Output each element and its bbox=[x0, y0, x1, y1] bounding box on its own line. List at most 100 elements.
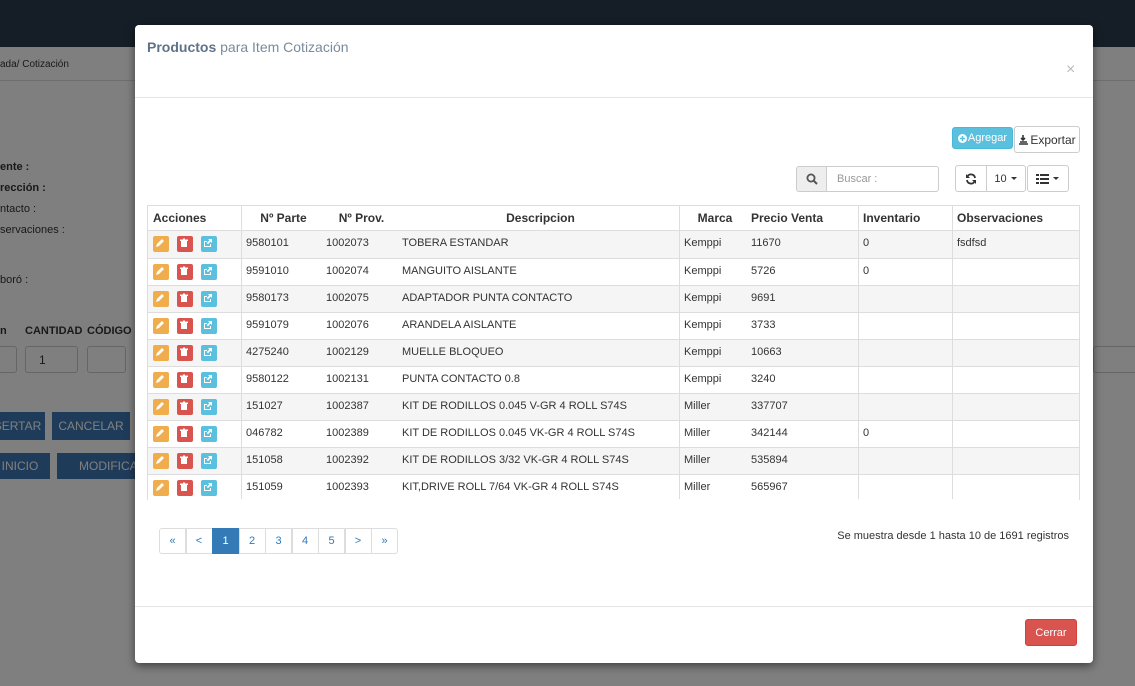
column-header: Acciones bbox=[148, 206, 241, 231]
title-rest: para Item Cotización bbox=[220, 39, 348, 55]
edit-button[interactable] bbox=[153, 264, 169, 280]
icon bbox=[177, 318, 193, 334]
select-button[interactable] bbox=[201, 236, 217, 252]
edit-button[interactable] bbox=[153, 345, 169, 361]
page-link[interactable]: < bbox=[186, 528, 213, 554]
label: Exportar bbox=[1030, 133, 1075, 147]
page-link[interactable]: 5 bbox=[318, 528, 345, 554]
export-button[interactable]: Exportar bbox=[1014, 126, 1080, 153]
table-cell: KIT,DRIVE ROLL 7/64 VK-GR 4 ROLL S74S bbox=[397, 474, 679, 501]
table-cell: KIT DE RODILLOS 3/32 VK-GR 4 ROLL S74S bbox=[397, 447, 679, 474]
edit-button[interactable] bbox=[153, 372, 169, 388]
select-button[interactable] bbox=[201, 426, 217, 442]
delete-button[interactable] bbox=[177, 372, 193, 388]
table-cell: 1002074 bbox=[321, 258, 397, 285]
select-button[interactable] bbox=[201, 399, 217, 415]
modal-title: Productos para Item Cotización bbox=[147, 39, 349, 55]
delete-button[interactable] bbox=[177, 426, 193, 442]
column-header: Precio Venta bbox=[746, 206, 858, 231]
search-addon bbox=[796, 166, 827, 192]
column-border bbox=[679, 206, 680, 499]
page-link[interactable]: > bbox=[345, 528, 372, 554]
select-button[interactable] bbox=[201, 372, 217, 388]
table-row: 95801011002073TOBERA ESTANDARKemppi11670… bbox=[148, 231, 1079, 258]
table-cell: 5726 bbox=[746, 258, 858, 285]
select-button[interactable] bbox=[201, 318, 217, 334]
edit-button[interactable] bbox=[153, 318, 169, 334]
icon bbox=[177, 480, 193, 496]
table-cell: 3733 bbox=[746, 312, 858, 339]
table-cell: 1002075 bbox=[321, 285, 397, 312]
table-cell: Kemppi bbox=[679, 339, 746, 366]
column-header: Nº Prov. bbox=[321, 206, 397, 231]
edit-button[interactable] bbox=[153, 453, 169, 469]
icon bbox=[177, 426, 193, 442]
edit-button[interactable] bbox=[153, 399, 169, 415]
page-link[interactable]: 2 bbox=[239, 528, 266, 554]
column-border bbox=[241, 206, 242, 499]
edit-button[interactable] bbox=[153, 291, 169, 307]
icon bbox=[153, 399, 169, 415]
table-cell: Kemppi bbox=[679, 230, 746, 257]
icon bbox=[201, 453, 217, 469]
page-size-button[interactable]: 10 bbox=[986, 165, 1026, 192]
icon bbox=[201, 264, 217, 280]
placeholder: Buscar : bbox=[837, 173, 877, 185]
add-button[interactable]: Agregar bbox=[952, 127, 1013, 149]
table-cell: TOBERA ESTANDAR bbox=[397, 230, 679, 257]
delete-button[interactable] bbox=[177, 236, 193, 252]
table-cell: 4275240 bbox=[241, 339, 321, 366]
table-cell: Kemppi bbox=[679, 312, 746, 339]
delete-button[interactable] bbox=[177, 345, 193, 361]
page-link[interactable]: 4 bbox=[292, 528, 319, 554]
select-button[interactable] bbox=[201, 264, 217, 280]
page-link[interactable]: « bbox=[159, 528, 186, 554]
icon bbox=[177, 236, 193, 252]
divider bbox=[135, 97, 1093, 98]
page-link[interactable]: » bbox=[371, 528, 398, 554]
delete-button[interactable] bbox=[177, 264, 193, 280]
page-link[interactable]: 3 bbox=[265, 528, 292, 554]
table-cell: 9591079 bbox=[241, 312, 321, 339]
delete-button[interactable] bbox=[177, 480, 193, 496]
table-cell: ADAPTADOR PUNTA CONTACTO bbox=[397, 285, 679, 312]
table-row: 95801731002075ADAPTADOR PUNTA CONTACTOKe… bbox=[148, 285, 1079, 312]
products-table: AccionesNº ParteNº Prov.DescripcionMarca… bbox=[147, 205, 1080, 500]
icon bbox=[153, 318, 169, 334]
table-cell: Kemppi bbox=[679, 258, 746, 285]
pagination: «<12345>» bbox=[160, 528, 400, 554]
column-header: Observaciones bbox=[952, 206, 1080, 231]
close-icon[interactable]: × bbox=[1066, 61, 1075, 79]
table-cell: ARANDELA AISLANTE bbox=[397, 312, 679, 339]
delete-button[interactable] bbox=[177, 318, 193, 334]
delete-button[interactable] bbox=[177, 399, 193, 415]
table-cell: 535894 bbox=[746, 447, 858, 474]
table-cell: 1002076 bbox=[321, 312, 397, 339]
edit-button[interactable] bbox=[153, 480, 169, 496]
edit-button[interactable] bbox=[153, 236, 169, 252]
columns-button[interactable] bbox=[1027, 165, 1069, 192]
icon bbox=[965, 173, 977, 185]
select-button[interactable] bbox=[201, 345, 217, 361]
divider bbox=[135, 606, 1093, 607]
icon bbox=[1036, 174, 1049, 184]
icon bbox=[177, 399, 193, 415]
modal: Productos para Item Cotización × Agregar… bbox=[135, 25, 1093, 663]
table-cell: 3240 bbox=[746, 366, 858, 393]
delete-button[interactable] bbox=[177, 291, 193, 307]
delete-button[interactable] bbox=[177, 453, 193, 469]
table-cell: 151058 bbox=[241, 447, 321, 474]
close-button[interactable]: Cerrar bbox=[1025, 619, 1077, 646]
table-cell: Kemppi bbox=[679, 366, 746, 393]
icon bbox=[153, 345, 169, 361]
select-button[interactable] bbox=[201, 291, 217, 307]
select-button[interactable] bbox=[201, 480, 217, 496]
page-link[interactable]: 1 bbox=[212, 528, 239, 554]
table-cell: KIT DE RODILLOS 0.045 V-GR 4 ROLL S74S bbox=[397, 393, 679, 420]
refresh-button[interactable] bbox=[955, 165, 987, 192]
table-row: 0467821002389KIT DE RODILLOS 0.045 VK-GR… bbox=[148, 420, 1079, 447]
select-button[interactable] bbox=[201, 453, 217, 469]
label: 10 bbox=[994, 173, 1006, 185]
search-input[interactable]: Buscar : bbox=[826, 166, 939, 192]
edit-button[interactable] bbox=[153, 426, 169, 442]
